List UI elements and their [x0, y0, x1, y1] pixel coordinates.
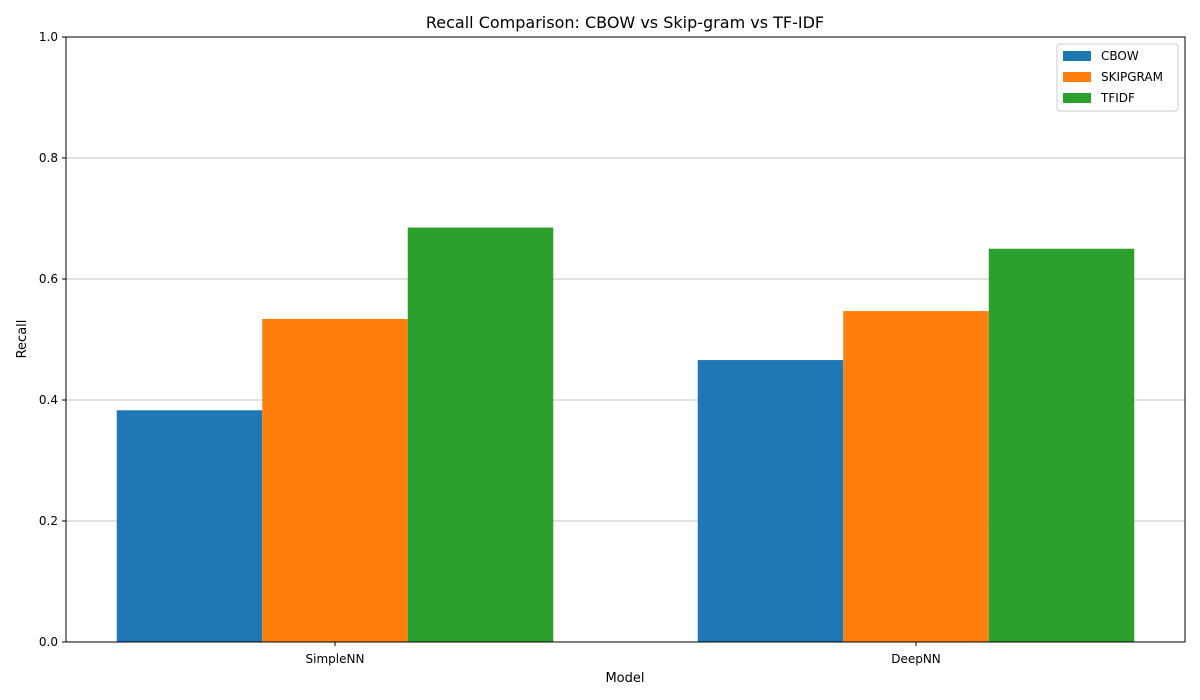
y-axis-label: Recall: [15, 320, 30, 359]
bar-skipgram-deepnn: [843, 311, 989, 642]
x-tick-label: SimpleNN: [306, 652, 365, 666]
legend-label: TFIDF: [1100, 91, 1135, 105]
bars: [116, 227, 1135, 642]
bar-cbow-deepnn: [697, 360, 844, 642]
x-axis-label: Model: [605, 671, 644, 686]
y-tick-label: 0.4: [39, 393, 58, 407]
y-tick-label: 0.2: [39, 514, 58, 528]
y-tick-label: 0.8: [39, 151, 58, 165]
legend-swatch: [1063, 93, 1091, 103]
bar-skipgram-simplenn: [262, 318, 408, 642]
x-tick-label: DeepNN: [891, 652, 941, 666]
y-tick-label: 0.6: [39, 272, 58, 286]
legend-swatch: [1063, 72, 1091, 82]
legend-label: CBOW: [1101, 49, 1139, 63]
y-tick-label: 0.0: [39, 635, 58, 649]
bar-tfidf-deepnn: [988, 248, 1135, 642]
bar-cbow-simplenn: [116, 410, 263, 642]
plot-frame: [65, 36, 1186, 643]
y-tick-label: 1.0: [39, 30, 58, 44]
x-axis-ticks: SimpleNN DeepNN: [306, 642, 941, 666]
legend-label: SKIPGRAM: [1101, 70, 1163, 84]
y-axis-ticks: 0.0 0.2 0.4 0.6 0.8 1.0: [39, 30, 66, 649]
legend-swatch: [1063, 51, 1091, 61]
bar-tfidf-simplenn: [407, 227, 554, 642]
chart-title: Recall Comparison: CBOW vs Skip-gram vs …: [426, 13, 824, 32]
legend: CBOW SKIPGRAM TFIDF: [1056, 43, 1179, 112]
